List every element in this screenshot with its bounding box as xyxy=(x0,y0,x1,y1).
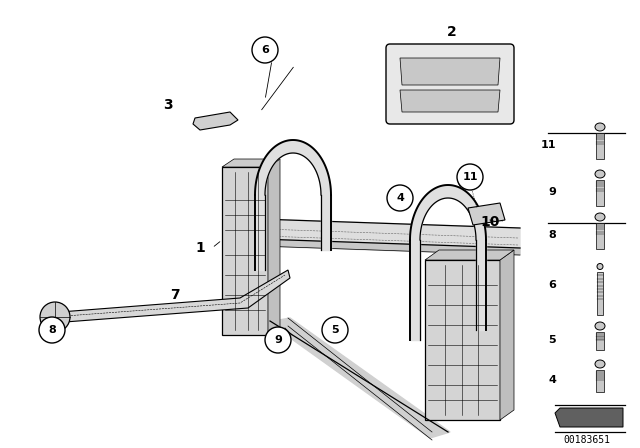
Polygon shape xyxy=(596,223,604,249)
Text: 8: 8 xyxy=(48,325,56,335)
Polygon shape xyxy=(268,159,280,335)
Text: 9: 9 xyxy=(274,335,282,345)
Polygon shape xyxy=(596,180,604,206)
Polygon shape xyxy=(400,58,500,85)
Text: 4: 4 xyxy=(548,375,556,385)
Ellipse shape xyxy=(595,123,605,131)
Polygon shape xyxy=(321,195,331,250)
FancyBboxPatch shape xyxy=(386,44,514,124)
Polygon shape xyxy=(410,240,420,340)
Text: 9: 9 xyxy=(548,187,556,197)
Polygon shape xyxy=(468,203,505,225)
Polygon shape xyxy=(268,318,450,438)
Polygon shape xyxy=(230,238,520,255)
Text: 8: 8 xyxy=(548,230,556,240)
Text: 5: 5 xyxy=(331,325,339,335)
Text: 2: 2 xyxy=(447,25,457,39)
Text: 7: 7 xyxy=(170,288,180,302)
Text: 11: 11 xyxy=(462,172,477,182)
Polygon shape xyxy=(596,332,604,350)
Text: 3: 3 xyxy=(163,98,173,112)
Text: 5: 5 xyxy=(548,335,556,345)
Polygon shape xyxy=(230,218,520,248)
Text: 6: 6 xyxy=(548,280,556,290)
Polygon shape xyxy=(597,272,603,315)
Polygon shape xyxy=(255,195,265,270)
Ellipse shape xyxy=(595,170,605,178)
Circle shape xyxy=(457,164,483,190)
Text: 1: 1 xyxy=(195,241,205,255)
Polygon shape xyxy=(60,270,290,322)
Polygon shape xyxy=(222,159,280,167)
Polygon shape xyxy=(596,370,604,392)
Circle shape xyxy=(265,327,291,353)
Polygon shape xyxy=(400,90,500,112)
Polygon shape xyxy=(410,185,486,240)
Polygon shape xyxy=(193,112,238,130)
Polygon shape xyxy=(500,250,514,420)
Circle shape xyxy=(40,302,70,332)
Text: 00183651: 00183651 xyxy=(563,435,611,445)
Text: 6: 6 xyxy=(261,45,269,55)
Text: 11: 11 xyxy=(541,140,556,150)
Circle shape xyxy=(387,185,413,211)
Ellipse shape xyxy=(595,360,605,368)
Text: 10: 10 xyxy=(480,215,500,229)
Polygon shape xyxy=(222,167,268,335)
Polygon shape xyxy=(596,133,604,159)
Ellipse shape xyxy=(597,263,603,270)
Polygon shape xyxy=(555,408,623,427)
Circle shape xyxy=(39,317,65,343)
Circle shape xyxy=(252,37,278,63)
Ellipse shape xyxy=(595,213,605,221)
Text: 4: 4 xyxy=(396,193,404,203)
Ellipse shape xyxy=(595,322,605,330)
Polygon shape xyxy=(476,240,486,330)
Circle shape xyxy=(322,317,348,343)
Polygon shape xyxy=(425,260,500,420)
Polygon shape xyxy=(425,250,514,260)
Polygon shape xyxy=(255,140,331,195)
